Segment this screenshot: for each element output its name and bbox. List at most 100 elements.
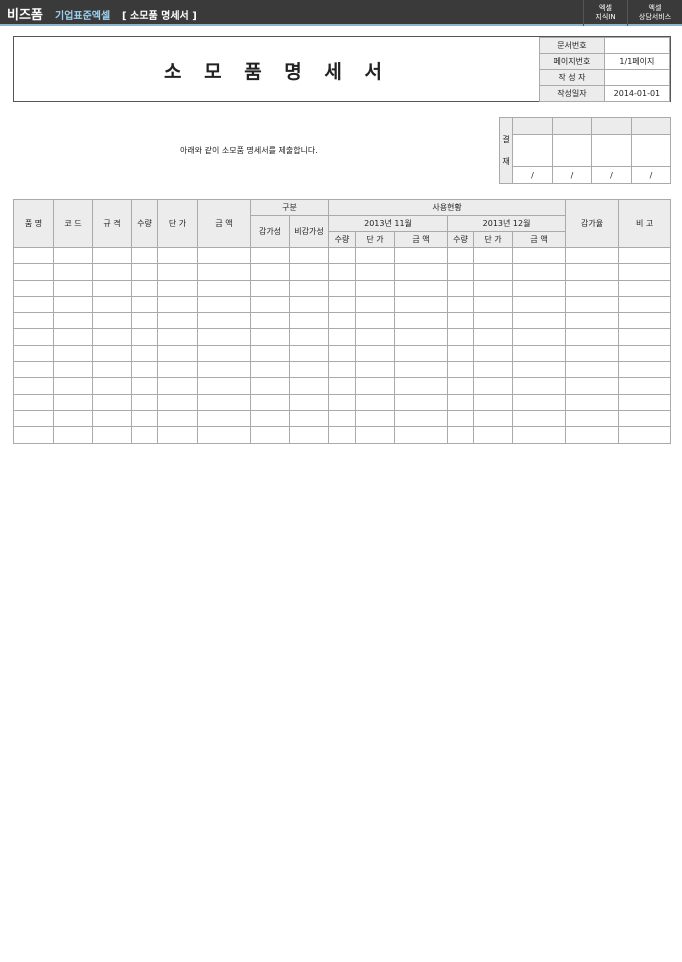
table-cell[interactable] xyxy=(197,393,251,411)
table-cell[interactable] xyxy=(328,295,357,314)
table-cell[interactable] xyxy=(288,344,330,363)
table-cell[interactable] xyxy=(447,409,475,428)
table-cell[interactable] xyxy=(328,312,357,330)
table-cell[interactable] xyxy=(565,279,620,297)
table-cell[interactable] xyxy=(157,246,198,265)
table-cell[interactable] xyxy=(288,312,330,330)
table-cell[interactable] xyxy=(53,409,93,428)
table-cell[interactable] xyxy=(92,377,132,395)
table-cell[interactable] xyxy=(250,426,290,444)
table-cell[interactable] xyxy=(288,295,330,314)
table-cell[interactable] xyxy=(618,312,672,330)
table-cell[interactable] xyxy=(473,361,514,379)
table-cell[interactable] xyxy=(13,328,54,346)
table-cell[interactable] xyxy=(13,344,54,363)
table-cell[interactable] xyxy=(13,263,54,281)
table-cell[interactable] xyxy=(92,344,132,363)
signature-cell[interactable] xyxy=(591,134,632,167)
table-cell[interactable] xyxy=(131,246,158,265)
table-cell[interactable] xyxy=(131,426,158,444)
info-value[interactable] xyxy=(603,69,671,86)
table-cell[interactable] xyxy=(565,377,620,395)
table-cell[interactable] xyxy=(565,393,620,411)
table-cell[interactable] xyxy=(512,295,567,314)
table-cell[interactable] xyxy=(618,279,672,297)
table-cell[interactable] xyxy=(618,426,672,444)
excel-consult-button[interactable]: 엑셀 상담서비스 xyxy=(627,0,682,26)
table-cell[interactable] xyxy=(355,344,396,363)
table-cell[interactable] xyxy=(473,279,514,297)
table-cell[interactable] xyxy=(157,409,198,428)
table-cell[interactable] xyxy=(53,377,93,395)
signature-cell[interactable] xyxy=(631,134,671,167)
signature-cell[interactable] xyxy=(512,134,553,167)
table-cell[interactable] xyxy=(394,361,449,379)
table-cell[interactable] xyxy=(394,328,449,346)
table-cell[interactable] xyxy=(13,426,54,444)
table-cell[interactable] xyxy=(394,393,449,411)
table-cell[interactable] xyxy=(473,263,514,281)
table-cell[interactable] xyxy=(288,279,330,297)
table-cell[interactable] xyxy=(197,409,251,428)
table-cell[interactable] xyxy=(565,246,620,265)
table-cell[interactable] xyxy=(473,246,514,265)
table-cell[interactable] xyxy=(13,409,54,428)
table-cell[interactable] xyxy=(250,312,290,330)
table-cell[interactable] xyxy=(288,409,330,428)
table-cell[interactable] xyxy=(394,279,449,297)
table-cell[interactable] xyxy=(328,279,357,297)
table-cell[interactable] xyxy=(355,295,396,314)
table-cell[interactable] xyxy=(473,295,514,314)
table-cell[interactable] xyxy=(197,263,251,281)
table-cell[interactable] xyxy=(565,312,620,330)
table-cell[interactable] xyxy=(157,426,198,444)
table-cell[interactable] xyxy=(447,361,475,379)
table-cell[interactable] xyxy=(13,312,54,330)
table-cell[interactable] xyxy=(197,279,251,297)
table-cell[interactable] xyxy=(355,263,396,281)
table-cell[interactable] xyxy=(250,328,290,346)
table-cell[interactable] xyxy=(131,263,158,281)
table-cell[interactable] xyxy=(355,312,396,330)
table-cell[interactable] xyxy=(394,312,449,330)
table-cell[interactable] xyxy=(131,393,158,411)
table-cell[interactable] xyxy=(53,246,93,265)
table-cell[interactable] xyxy=(288,361,330,379)
table-cell[interactable] xyxy=(473,344,514,363)
table-cell[interactable] xyxy=(157,344,198,363)
table-cell[interactable] xyxy=(355,246,396,265)
table-cell[interactable] xyxy=(512,279,567,297)
table-cell[interactable] xyxy=(447,246,475,265)
table-cell[interactable] xyxy=(512,393,567,411)
date-cell[interactable]: / xyxy=(591,166,632,184)
table-cell[interactable] xyxy=(288,393,330,411)
table-cell[interactable] xyxy=(288,426,330,444)
table-cell[interactable] xyxy=(131,328,158,346)
table-cell[interactable] xyxy=(618,361,672,379)
table-cell[interactable] xyxy=(250,393,290,411)
table-cell[interactable] xyxy=(197,344,251,363)
table-cell[interactable] xyxy=(565,426,620,444)
table-cell[interactable] xyxy=(92,426,132,444)
table-cell[interactable] xyxy=(197,312,251,330)
table-cell[interactable] xyxy=(447,393,475,411)
table-cell[interactable] xyxy=(288,263,330,281)
table-cell[interactable] xyxy=(394,344,449,363)
table-cell[interactable] xyxy=(355,426,396,444)
table-cell[interactable] xyxy=(447,263,475,281)
info-value[interactable] xyxy=(603,37,671,54)
table-cell[interactable] xyxy=(447,344,475,363)
table-cell[interactable] xyxy=(250,361,290,379)
table-cell[interactable] xyxy=(394,295,449,314)
table-cell[interactable] xyxy=(355,328,396,346)
table-cell[interactable] xyxy=(618,344,672,363)
table-cell[interactable] xyxy=(473,328,514,346)
table-cell[interactable] xyxy=(197,377,251,395)
table-cell[interactable] xyxy=(565,344,620,363)
table-cell[interactable] xyxy=(447,279,475,297)
table-cell[interactable] xyxy=(131,377,158,395)
table-cell[interactable] xyxy=(618,393,672,411)
table-cell[interactable] xyxy=(473,426,514,444)
table-cell[interactable] xyxy=(355,409,396,428)
table-cell[interactable] xyxy=(157,312,198,330)
